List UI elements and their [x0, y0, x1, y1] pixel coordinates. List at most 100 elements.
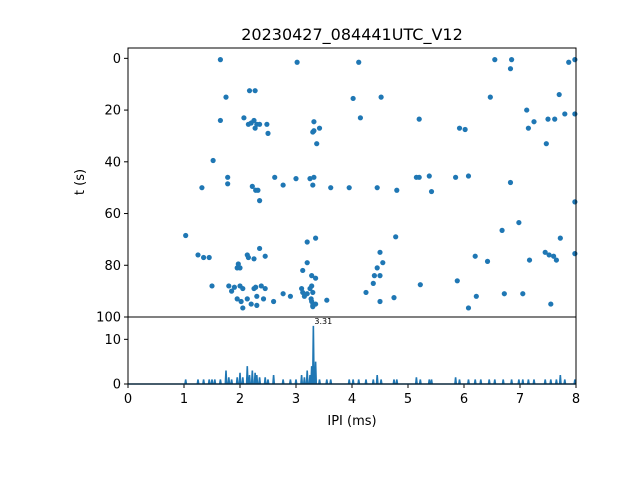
scatter-point — [226, 283, 232, 289]
scatter-point — [516, 219, 522, 226]
scatter-point — [572, 111, 578, 117]
scatter-point — [525, 125, 532, 131]
scatter-point — [262, 285, 268, 292]
scatter-point — [509, 57, 515, 63]
scatter-point — [501, 291, 507, 297]
scatter-point — [248, 301, 254, 307]
scatter-point — [370, 280, 376, 286]
peak-annotation: 3.31 — [314, 317, 332, 326]
scatter-point — [371, 273, 377, 279]
scatter-point — [280, 182, 286, 188]
scatter-point — [556, 91, 562, 98]
scatter-point — [324, 297, 330, 303]
scatter-point — [557, 235, 563, 241]
hist-y-tick-label: 10 — [104, 333, 121, 348]
scatter-point — [310, 182, 316, 188]
scatter-point — [363, 289, 369, 296]
scatter-point — [542, 249, 548, 255]
scatter-point — [311, 174, 317, 180]
scatter-point — [229, 288, 235, 294]
scatter-point — [310, 289, 316, 296]
scatter-point — [307, 176, 313, 182]
scatter-point — [264, 121, 270, 127]
scatter-point — [199, 185, 205, 191]
scatter-point — [551, 253, 557, 259]
scatter-point — [217, 57, 223, 63]
histogram-axes: 0 1 2 3 4 5 6 7 8 0 10 — [104, 333, 580, 407]
scatter-point — [572, 57, 578, 63]
scatter-point — [313, 235, 319, 241]
scatter-point — [234, 296, 240, 302]
scatter-point — [209, 283, 215, 289]
scatter-point — [507, 179, 514, 186]
y-tick-label: 100 — [96, 311, 121, 326]
scatter-point — [201, 254, 207, 261]
scatter-point — [572, 251, 578, 257]
scatter-point — [311, 119, 317, 125]
scatter-point — [280, 291, 286, 297]
y-tick-label: 40 — [104, 155, 121, 170]
x-tick-label: 7 — [516, 392, 524, 407]
scatter-point — [328, 185, 334, 191]
scatter-point — [206, 254, 212, 261]
scatter-point — [499, 227, 505, 233]
scatter-point — [235, 261, 241, 267]
scatter-point — [252, 125, 258, 131]
scatter-point — [251, 117, 257, 124]
scatter-point — [357, 115, 363, 121]
scatter-point — [249, 183, 255, 189]
scatter-point — [546, 252, 552, 258]
scatter-point — [313, 275, 319, 281]
scatter-point — [287, 293, 293, 299]
scatter-point — [548, 301, 554, 307]
scatter-point — [374, 265, 380, 271]
scatter-points — [183, 57, 578, 311]
scatter-point — [314, 141, 320, 147]
scatter-point — [257, 121, 263, 127]
scatter-point — [377, 249, 383, 255]
scatter-point — [313, 301, 319, 307]
scatter-point — [257, 198, 263, 204]
scatter-point — [377, 273, 383, 279]
scatter-point — [487, 94, 493, 100]
scatter-point — [238, 298, 244, 305]
scatter-point — [240, 285, 246, 292]
scatter-y-label: t (s) — [73, 169, 88, 195]
scatter-point — [260, 296, 267, 302]
scatter-point — [223, 94, 229, 100]
hist-y-tick-label: 0 — [113, 378, 121, 393]
scatter-point — [356, 59, 362, 65]
scatter-point — [271, 298, 277, 305]
x-tick-label: 8 — [572, 392, 580, 407]
scatter-point — [531, 119, 537, 125]
x-tick-label: 2 — [236, 392, 244, 407]
scatter-point — [225, 181, 231, 187]
scatter-point — [472, 253, 478, 259]
scatter-point — [526, 257, 533, 263]
scatter-point — [195, 252, 201, 258]
scatter-point — [307, 285, 313, 292]
scatter-point — [231, 284, 237, 290]
y-tick-label: 80 — [104, 259, 121, 274]
scatter-point — [543, 141, 549, 147]
scatter-point — [258, 283, 264, 289]
x-tick-label: 4 — [348, 392, 356, 407]
scatter-point — [253, 284, 259, 290]
scatter-point — [300, 267, 306, 274]
scatter-point — [417, 282, 423, 288]
scatter-point — [210, 157, 216, 164]
scatter-point — [492, 57, 498, 63]
scatter-point — [244, 296, 250, 302]
scatter-point — [377, 298, 383, 305]
scatter-point — [426, 173, 432, 179]
scatter-point — [380, 260, 386, 266]
scatter-point — [309, 273, 315, 279]
scatter-point — [241, 115, 247, 121]
scatter-point — [294, 59, 300, 65]
scatter-point — [183, 232, 189, 239]
scatter-y-axis: 0 20 40 60 80 100 — [96, 52, 128, 326]
scatter-point — [374, 185, 380, 191]
scatter-point — [252, 88, 258, 94]
scatter-point — [251, 256, 257, 262]
x-tick-label: 5 — [404, 392, 412, 407]
